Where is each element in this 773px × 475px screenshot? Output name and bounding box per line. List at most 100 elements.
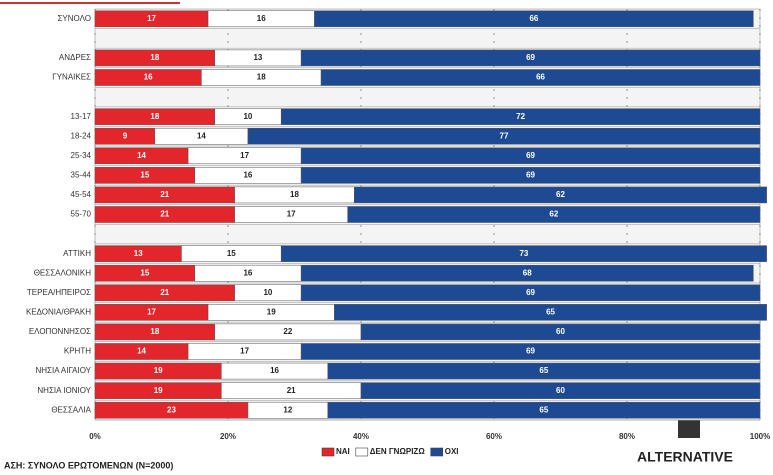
bar-segment [347, 206, 761, 223]
y-tick-label: 35-44 [71, 170, 92, 179]
value-label: 16 [144, 73, 153, 82]
value-label: 69 [526, 53, 535, 62]
footnote: ΑΣΗ: ΣΥΝΟΛΟ ΕΡΩΤΟΜΕΝΩΝ (N=2000) [4, 460, 173, 470]
y-tick-label: 25-34 [71, 151, 92, 160]
value-label: 18 [290, 190, 299, 199]
x-tick-label: 100% [750, 432, 770, 441]
value-label: 14 [137, 347, 146, 356]
bar-segment [360, 382, 761, 399]
bar-segment [300, 284, 761, 302]
value-label: 16 [270, 366, 279, 375]
y-tick-label: 45-54 [71, 190, 92, 199]
value-label: 17 [147, 14, 156, 23]
value-label: 18 [150, 112, 159, 121]
value-label: 65 [539, 366, 548, 375]
value-label: 66 [536, 73, 545, 82]
value-label: 16 [257, 14, 266, 23]
logo-icon [678, 420, 700, 438]
legend-label: ΟΧΙ [445, 447, 459, 456]
value-label: 14 [137, 151, 146, 160]
value-label: 16 [243, 170, 252, 179]
value-label: 65 [546, 307, 555, 316]
bar-segment [314, 10, 754, 28]
bar-segment [360, 323, 761, 341]
value-label: 60 [556, 386, 565, 395]
value-label: 21 [160, 190, 169, 199]
value-label: 69 [526, 151, 535, 160]
y-tick-label: 13-17 [71, 112, 92, 121]
bar-segment [354, 186, 767, 204]
bar-segment [300, 343, 761, 360]
value-label: 17 [240, 347, 249, 356]
y-tick-label: 18-24 [71, 131, 92, 140]
value-label: 65 [539, 405, 548, 414]
value-label: 19 [267, 307, 276, 316]
value-label: 17 [240, 151, 249, 160]
x-tick-label: 40% [353, 432, 369, 441]
value-label: 10 [243, 112, 252, 121]
value-label: 77 [500, 131, 509, 140]
value-label: 15 [140, 268, 149, 277]
y-tick-label: 55-70 [71, 210, 92, 219]
value-label: 15 [140, 170, 149, 179]
value-label: 69 [526, 347, 535, 356]
value-label: 21 [287, 386, 296, 395]
value-label: 13 [134, 249, 143, 258]
value-label: 66 [529, 14, 538, 23]
bar-segment [320, 69, 761, 86]
value-label: 17 [147, 307, 156, 316]
y-tick-label: ΘΕΣΣΑΛΙΑ [51, 405, 91, 414]
y-tick-label: ΝΗΣΙΑ ΙΟΝΙΟΥ [37, 386, 91, 395]
legend-swatch [321, 447, 335, 457]
bar-segment [300, 147, 761, 165]
value-label: 15 [227, 249, 236, 258]
bar-segment [247, 127, 761, 145]
value-label: 21 [160, 288, 169, 297]
legend-label: ΝΑΙ [336, 447, 350, 456]
value-label: 19 [154, 366, 163, 375]
value-label: 18 [257, 73, 266, 82]
value-label: 16 [243, 268, 252, 277]
bar-segment [300, 49, 761, 67]
y-tick-label: ΣΥΝΟΛΟ [57, 14, 91, 23]
y-tick-label: ΑΝΔΡΕΣ [59, 53, 91, 62]
value-label: 17 [287, 210, 296, 219]
value-label: 73 [519, 249, 528, 258]
value-label: 68 [523, 268, 532, 277]
bar-segment [280, 245, 767, 262]
value-label: 23 [167, 405, 176, 414]
value-label: 69 [526, 170, 535, 179]
bar-segment [280, 108, 761, 125]
bar-segment [327, 362, 761, 380]
legend-swatch [355, 447, 369, 457]
value-label: 13 [253, 53, 262, 62]
value-label: 22 [283, 327, 292, 336]
logo: ALTERNATIVE [637, 449, 733, 465]
bar-segment [334, 304, 767, 321]
x-tick-label: 0% [89, 432, 101, 441]
y-tick-label: ΘΕΣΣΑΛΟΝΙΚΗ [34, 268, 92, 277]
y-tick-label: ΕΛΟΠΟΝΝΗΣΟΣ [29, 327, 91, 336]
value-label: 10 [263, 288, 272, 297]
value-label: 12 [283, 405, 292, 414]
value-label: 69 [526, 288, 535, 297]
x-tick-label: 80% [619, 432, 635, 441]
value-label: 62 [556, 190, 565, 199]
y-tick-label: ΓΥΝΑΙΚΕΣ [52, 73, 91, 82]
value-label: 18 [150, 53, 159, 62]
value-label: 18 [150, 327, 159, 336]
value-label: 19 [154, 386, 163, 395]
value-label: 9 [123, 131, 128, 140]
value-label: 14 [197, 131, 206, 140]
legend-label: ΔΕΝ ΓΝΩΡΙΖΩ [370, 447, 426, 456]
value-label: 60 [556, 327, 565, 336]
value-label: 62 [549, 210, 558, 219]
bar-segment [300, 264, 754, 282]
value-label: 72 [516, 112, 525, 121]
x-tick-label: 60% [486, 432, 502, 441]
y-tick-label: ΤΕΡΕΑ/ΗΠΕΙΡΟΣ [27, 288, 91, 297]
value-label: 21 [160, 210, 169, 219]
legend-swatch [430, 447, 444, 457]
y-tick-label: ΚΕΔΟΝΙΑ/ΘΡΑΚΗ [26, 307, 91, 316]
